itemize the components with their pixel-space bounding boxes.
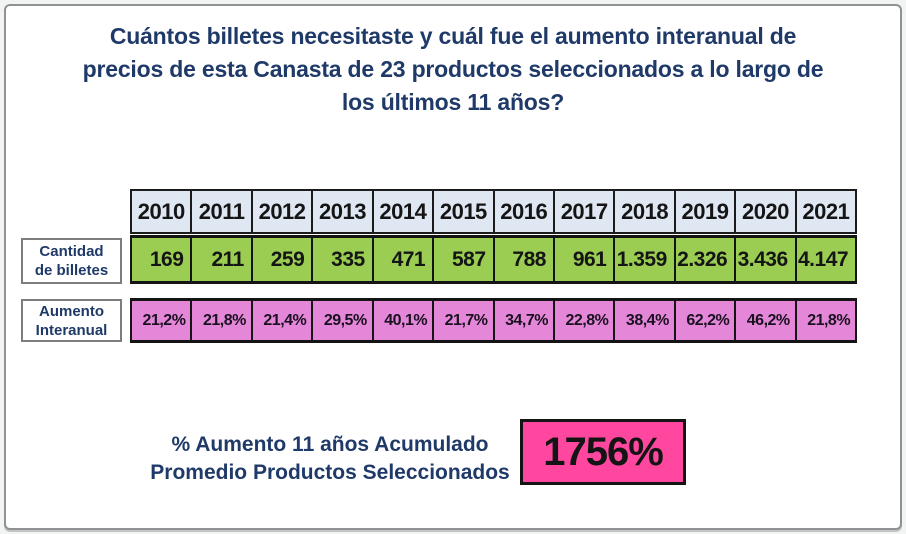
- year-cell: 2016: [492, 191, 553, 232]
- year-cell: 2013: [311, 191, 371, 232]
- row-label-aumento-interanual: Aumento Interanual: [21, 299, 122, 342]
- page-title-line-2: precios de esta Canasta de 23 productos …: [82, 56, 824, 82]
- interanual-cell: 40,1%: [371, 301, 432, 340]
- accumulated-increase-value-box: 1756%: [520, 419, 686, 485]
- accumulated-increase-label-line-2: Promedio Productos Seleccionados: [150, 461, 510, 484]
- billetes-cell: 2.326: [673, 238, 734, 281]
- year-cell: 2021: [794, 191, 855, 232]
- years-header-row: 2010 2011 2012 2013 2014 2015 2016 2017 …: [130, 189, 857, 234]
- page-title-line-3: los últimos 11 años?: [341, 89, 565, 115]
- year-cell: 2020: [734, 191, 794, 232]
- row-label-line: Interanual: [35, 321, 108, 339]
- interanual-cell: 34,7%: [492, 301, 553, 340]
- billetes-cell: 1.359: [613, 238, 673, 281]
- interanual-cell: 21,2%: [142, 311, 186, 329]
- year-cell: 2010: [137, 198, 185, 224]
- year-cell: 2015: [432, 191, 492, 232]
- accumulated-increase-label-line-1: % Aumento 11 años Acumulado: [171, 433, 489, 456]
- interanual-cell: 29,5%: [311, 301, 371, 340]
- interanual-cell: 21,8%: [190, 301, 250, 340]
- year-cell: 2019: [673, 191, 734, 232]
- row-label-line: Aumento: [39, 302, 104, 320]
- page-title-line-1: Cuántos billetes necesitaste y cuál fue …: [109, 23, 797, 49]
- billetes-cell: 788: [492, 238, 553, 281]
- billetes-cell: 211: [190, 238, 250, 281]
- interanual-row: 21,2% 21,8% 21,4% 29,5% 40,1% 21,7% 34,7…: [130, 298, 857, 343]
- row-label-cantidad-de-billetes: Cantidad de billetes: [21, 238, 122, 284]
- accumulated-increase-value: 1756%: [543, 429, 664, 474]
- year-cell: 2018: [613, 191, 673, 232]
- interanual-cell: 46,2%: [734, 301, 794, 340]
- billetes-cell: 961: [552, 238, 613, 281]
- interanual-cell: 62,2%: [673, 301, 734, 340]
- accumulated-increase-label: % Aumento 11 años Acumulado Promedio Pro…: [110, 431, 550, 487]
- billetes-cell: 471: [371, 238, 432, 281]
- billetes-cell: 259: [250, 238, 311, 281]
- interanual-cell: 38,4%: [613, 301, 673, 340]
- interanual-cell: 21,7%: [432, 301, 492, 340]
- page-title: Cuántos billetes necesitaste y cuál fue …: [40, 20, 866, 119]
- year-cell: 2011: [190, 191, 250, 232]
- billetes-cell: 335: [311, 238, 371, 281]
- billetes-cell: 3.436: [734, 238, 794, 281]
- billetes-cell: 169: [149, 247, 184, 271]
- row-label-line: de billetes: [34, 262, 109, 279]
- interanual-cell: 21,4%: [250, 301, 311, 340]
- interanual-cell: 21,8%: [794, 301, 855, 340]
- year-cell: 2017: [552, 191, 613, 232]
- billetes-row: 169 211 259 335 471 587 788 961 1.359 2.…: [130, 235, 857, 284]
- billetes-cell: 4.147: [794, 238, 855, 281]
- year-cell: 2012: [250, 191, 311, 232]
- year-cell: 2014: [371, 191, 432, 232]
- row-label-line: Cantidad: [39, 243, 104, 260]
- billetes-cell: 587: [432, 238, 492, 281]
- interanual-cell: 22,8%: [552, 301, 613, 340]
